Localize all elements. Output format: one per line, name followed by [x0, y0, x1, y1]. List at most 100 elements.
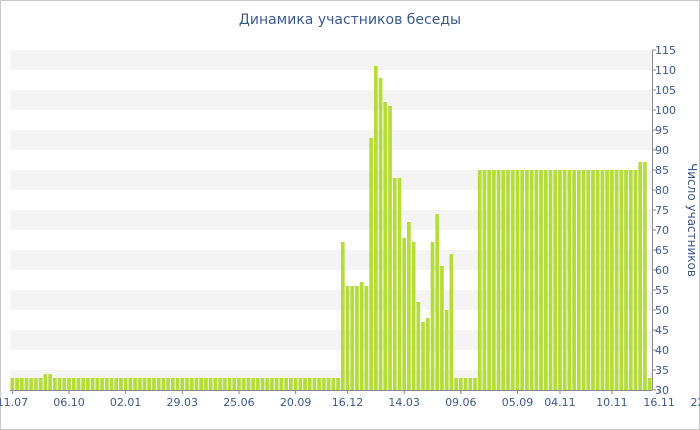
- y-axis: 30 35 40 45 50 55 60 65 70 75 80 85 90 95 100 105 110 115: [652, 44, 676, 397]
- bar: [350, 286, 355, 390]
- y-tick-label: 95: [655, 124, 669, 137]
- bar: [643, 162, 647, 390]
- bar: [638, 162, 643, 390]
- bar: [605, 170, 610, 390]
- grid-band: [10, 330, 652, 350]
- bar: [340, 242, 345, 390]
- bar: [175, 378, 180, 390]
- bar: [647, 378, 652, 390]
- bar: [307, 378, 312, 390]
- bar: [208, 378, 213, 390]
- bar: [48, 374, 52, 390]
- bar: [237, 378, 241, 390]
- bar: [10, 378, 15, 390]
- y-tick-label: 105: [655, 84, 676, 97]
- bar: [449, 254, 454, 390]
- bar: [624, 170, 628, 390]
- grid-band: [10, 170, 652, 190]
- bar: [567, 170, 572, 390]
- bar: [86, 378, 90, 390]
- bar: [293, 378, 298, 390]
- bar: [38, 378, 43, 390]
- bar: [591, 170, 595, 390]
- bar: [57, 378, 62, 390]
- bar: [62, 378, 67, 390]
- bar: [76, 378, 81, 390]
- bar: [227, 378, 232, 390]
- bar: [430, 242, 435, 390]
- y-tick-label: 110: [655, 64, 676, 77]
- bar: [628, 170, 633, 390]
- bar: [463, 378, 468, 390]
- grid-band: [10, 90, 652, 110]
- bar: [633, 170, 638, 390]
- bar: [529, 170, 534, 390]
- y-tick-label: 35: [655, 364, 669, 377]
- x-tick-label: 20.09: [280, 396, 312, 409]
- bar: [345, 286, 350, 390]
- bar: [373, 66, 378, 390]
- x-tick-label: 10.11: [596, 396, 628, 409]
- x-tick-label: 11.07: [0, 396, 28, 409]
- y-tick-label: 50: [655, 304, 669, 317]
- bar: [147, 378, 152, 390]
- bar: [435, 214, 440, 390]
- bar: [378, 78, 383, 390]
- bar: [539, 170, 543, 390]
- bar: [440, 266, 444, 390]
- bar: [142, 378, 147, 390]
- y-tick-label: 55: [655, 284, 669, 297]
- bar: [67, 378, 71, 390]
- bar: [482, 170, 487, 390]
- y-tick-label: 115: [655, 44, 676, 57]
- bar: [185, 378, 189, 390]
- bar: [298, 378, 303, 390]
- grid-band: [10, 130, 652, 150]
- bar: [425, 318, 430, 390]
- bar: [241, 378, 246, 390]
- grid-band: [10, 210, 652, 230]
- bar: [251, 378, 255, 390]
- bar: [543, 170, 548, 390]
- bar: [331, 378, 336, 390]
- y-tick-label: 70: [655, 224, 669, 237]
- y-tick-label: 75: [655, 204, 669, 217]
- bar: [619, 170, 624, 390]
- bars: [10, 66, 652, 390]
- bar: [52, 378, 57, 390]
- bar: [444, 310, 449, 390]
- bar: [525, 170, 529, 390]
- bar: [610, 170, 614, 390]
- bar: [458, 378, 463, 390]
- bar: [355, 286, 359, 390]
- bar: [317, 378, 322, 390]
- bar: [123, 378, 128, 390]
- y-tick-label: 80: [655, 184, 669, 197]
- bar: [90, 378, 95, 390]
- x-tick-label: 16.11: [643, 396, 675, 409]
- y-tick-label: 85: [655, 164, 669, 177]
- bar: [222, 378, 227, 390]
- bar: [392, 178, 397, 390]
- bar: [218, 378, 222, 390]
- bar: [81, 378, 86, 390]
- bar: [161, 378, 166, 390]
- bar: [336, 378, 340, 390]
- bar: [326, 378, 331, 390]
- bar: [152, 378, 156, 390]
- x-axis: 11.07 06.10 02.01 29.03 25.06 20.09 16.12 14.03…: [0, 390, 700, 409]
- bar: [492, 170, 496, 390]
- x-tick-label: 04.11: [544, 396, 576, 409]
- bar: [199, 378, 204, 390]
- y-tick-label: 90: [655, 144, 669, 157]
- bar: [572, 170, 576, 390]
- bar: [156, 378, 161, 390]
- grid-band: [10, 250, 652, 270]
- bar: [487, 170, 491, 390]
- bar: [477, 170, 482, 390]
- bar: [548, 170, 553, 390]
- x-tick-label: 29.03: [167, 396, 199, 409]
- bar: [119, 378, 123, 390]
- y-tick-label: 60: [655, 264, 669, 277]
- bar: [137, 378, 142, 390]
